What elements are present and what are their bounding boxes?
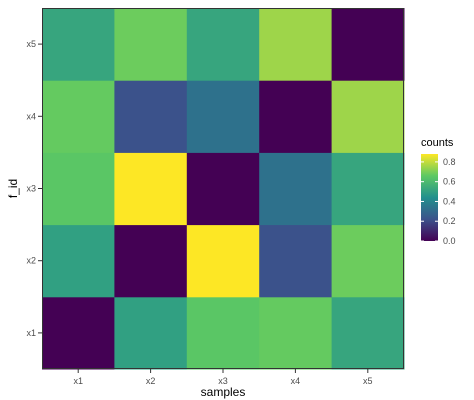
heatmap-cell-x3-x4 xyxy=(186,80,260,153)
heatmap-cell-x5-x3 xyxy=(331,152,405,226)
x-tick-label-x3: x3 xyxy=(218,376,228,386)
heatmap-cell-x3-x5 xyxy=(186,8,260,81)
heatmap-cell-x4-x2 xyxy=(259,224,333,298)
x-tick-label-x2: x2 xyxy=(146,376,156,386)
heatmap-cell-x3-x1 xyxy=(186,296,260,370)
legend-colorbar xyxy=(421,154,438,241)
heatmap-cell-x1-x5 xyxy=(42,8,115,81)
x-axis-title: samples xyxy=(201,385,246,399)
heatmap-cells xyxy=(42,8,405,370)
heatmap-cell-x5-x2 xyxy=(331,224,405,298)
x-tick-label-x1: x1 xyxy=(73,376,83,386)
panel-border xyxy=(42,8,404,369)
y-tick-label-x1: x1 xyxy=(26,328,36,338)
heatmap-cell-x2-x5 xyxy=(114,8,188,81)
x-axis-ticks: x1 x2 x3 x4 x5 xyxy=(73,369,373,386)
legend-tick-label-2: 0.4 xyxy=(443,196,456,206)
y-tick-label-x2: x2 xyxy=(26,256,36,266)
legend-tick-label-4: 0.8 xyxy=(443,157,456,167)
legend-ticks: 0.0 0.2 0.4 0.6 0.8 xyxy=(421,157,456,246)
y-tick-label-x4: x4 xyxy=(26,111,36,121)
heatmap-cell-x1-x3 xyxy=(42,152,115,226)
heatmap-cell-x2-x2 xyxy=(114,224,188,298)
heatmap-cell-x4-x5 xyxy=(259,8,333,81)
heatmap-cell-x1-x4 xyxy=(42,80,115,153)
y-axis-ticks: x1 x2 x3 x4 x5 xyxy=(26,39,42,338)
heatmap-cell-x3-x3 xyxy=(186,152,260,226)
y-axis-title: f_id xyxy=(6,179,20,198)
legend-tick-label-0: 0.0 xyxy=(443,236,456,246)
heatmap-cell-x1-x2 xyxy=(42,224,115,298)
heatmap-cell-x2-x4 xyxy=(114,80,188,153)
y-tick-label-x3: x3 xyxy=(26,184,36,194)
color-legend: counts 0.0 0.2 0.4 0.6 0.8 xyxy=(421,137,456,246)
heatmap-cell-x5-x4 xyxy=(331,80,405,153)
y-tick-label-x5: x5 xyxy=(26,39,36,49)
legend-title: counts xyxy=(421,137,454,149)
heatmap-cell-x5-x5 xyxy=(331,8,405,81)
x-tick-label-x4: x4 xyxy=(291,376,301,386)
heatmap-cell-x4-x1 xyxy=(259,296,333,370)
heatmap-cell-x2-x1 xyxy=(114,296,188,370)
heatmap-cell-x2-x3 xyxy=(114,152,188,226)
heatmap-cell-x3-x2 xyxy=(186,224,260,298)
x-tick-label-x5: x5 xyxy=(363,376,373,386)
heatmap-cell-x4-x3 xyxy=(259,152,333,226)
legend-tick-label-1: 0.2 xyxy=(443,216,456,226)
legend-tick-label-3: 0.6 xyxy=(443,177,456,187)
heatmap-cell-x1-x1 xyxy=(42,296,115,370)
heatmap-cell-x5-x1 xyxy=(331,296,405,370)
heatmap-cell-x4-x4 xyxy=(259,80,333,153)
